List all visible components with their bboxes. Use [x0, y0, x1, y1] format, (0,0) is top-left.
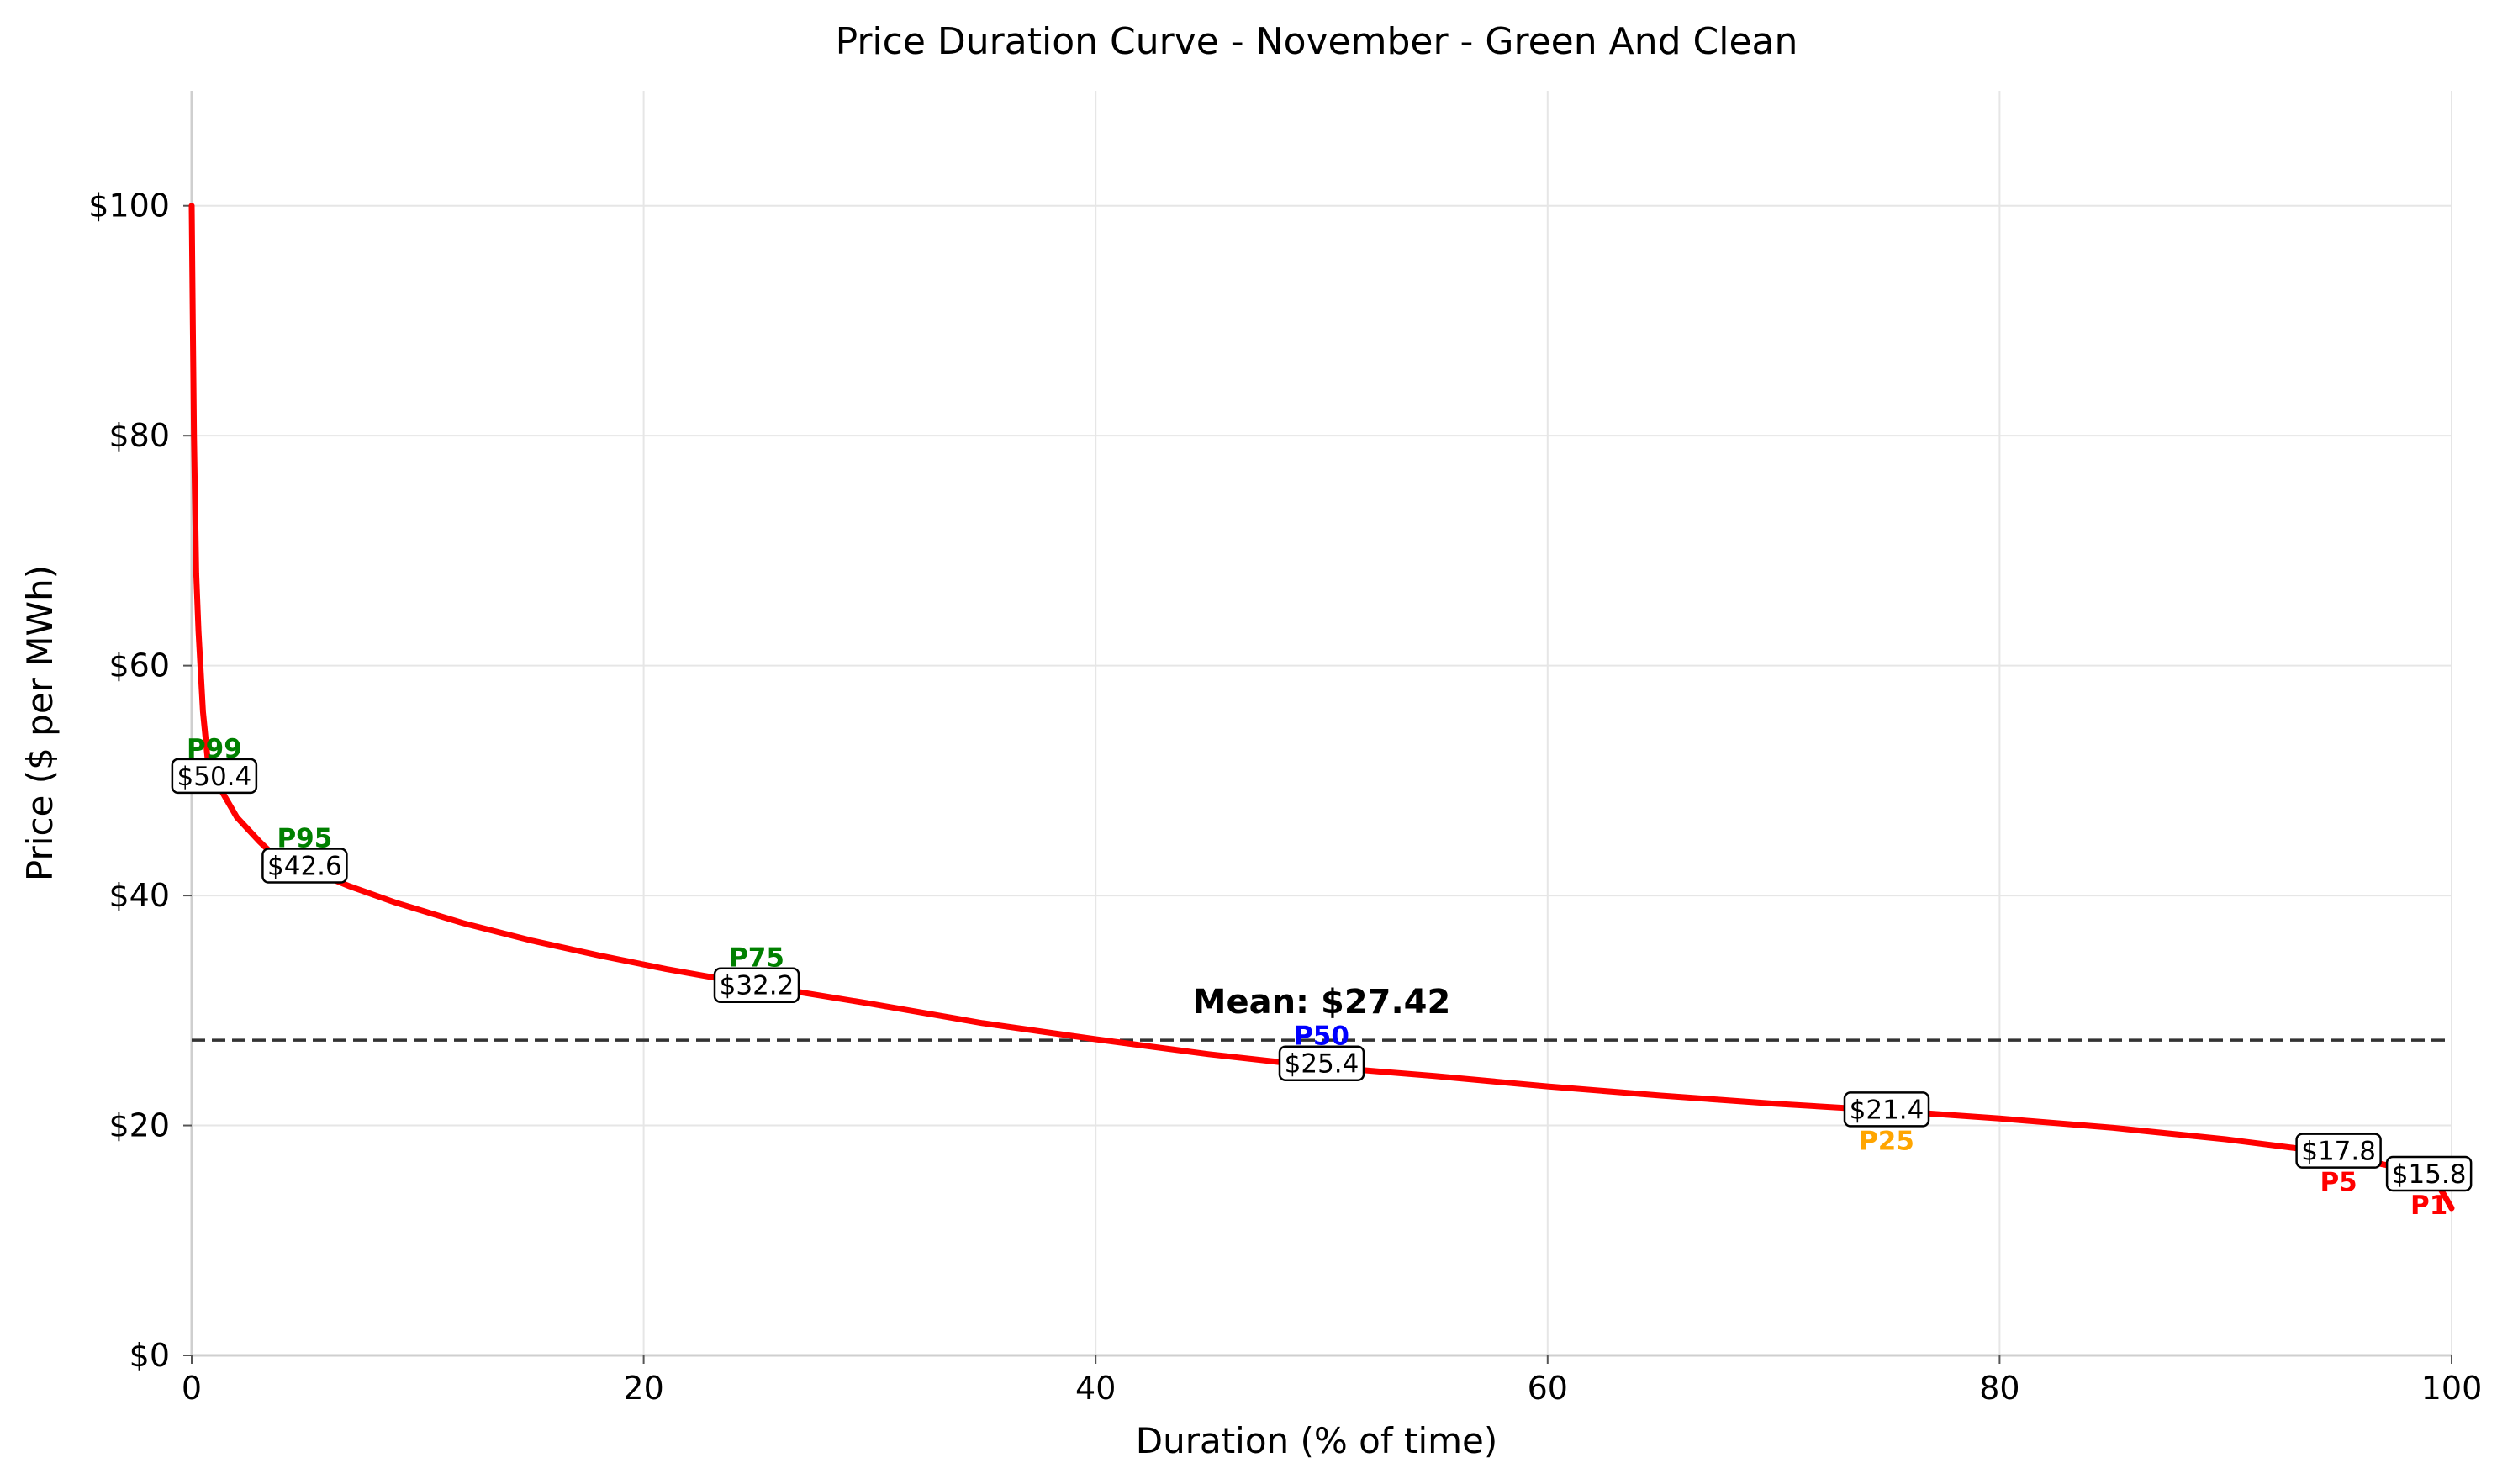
percentile-value-box	[2385, 1155, 2473, 1192]
y-axis-label: Price ($ per MWh)	[19, 565, 61, 881]
percentile-value-box	[171, 758, 258, 795]
percentile-value-box	[1278, 1045, 1365, 1081]
axes: 0 20 40 60 80 100 $0 $20 $40 $60 $80 $100	[88, 91, 2482, 1407]
y-tick-label: $80	[108, 417, 170, 454]
percentile-value-box	[2295, 1133, 2382, 1169]
percentile-name-label: P99	[187, 734, 242, 764]
percentile-value-label: $21.4	[1850, 1095, 1924, 1125]
percentile-annotation-p1: $15.8P1	[2385, 1155, 2473, 1221]
x-tick-label: 100	[2421, 1370, 2483, 1407]
percentile-annotations: $50.4P99$42.6P95$32.2P75$25.4P50$21.4P25…	[171, 734, 2473, 1221]
x-tick-label: 60	[1528, 1370, 1568, 1407]
percentile-value-box	[713, 967, 800, 1003]
x-tick-label: 40	[1075, 1370, 1116, 1407]
percentile-value-label: $17.8	[2301, 1137, 2376, 1167]
y-tick-label: $60	[108, 647, 170, 684]
percentile-name-label: P25	[1859, 1126, 1914, 1156]
y-tick-label: $20	[108, 1107, 170, 1144]
percentile-value-box	[261, 848, 348, 884]
percentile-name-label: P75	[729, 943, 784, 974]
x-tick-label: 20	[623, 1370, 663, 1407]
percentile-value-label: $32.2	[720, 971, 794, 1001]
x-tick-label: 0	[182, 1370, 202, 1407]
percentile-value-box	[1843, 1091, 1930, 1128]
percentile-annotation-p5: $17.8P5	[2295, 1133, 2382, 1198]
percentile-value-label: $15.8	[2392, 1159, 2467, 1190]
chart-title: Price Duration Curve - November - Green …	[836, 20, 1798, 63]
percentile-value-label: $25.4	[1285, 1049, 1359, 1080]
percentile-value-label: $42.6	[267, 852, 342, 882]
x-axis-label: Duration (% of time)	[1136, 1420, 1498, 1461]
y-tick-label: $0	[129, 1337, 170, 1374]
percentile-name-label: P50	[1294, 1022, 1349, 1052]
percentile-name-label: P1	[2410, 1191, 2447, 1221]
mean-label: Mean: $27.42	[1193, 983, 1451, 1022]
mean-annotation: Mean: $27.42	[192, 983, 2452, 1042]
percentile-name-label: P5	[2320, 1168, 2357, 1198]
x-tick-label: 80	[1979, 1370, 2019, 1407]
y-tick-label: $40	[108, 877, 170, 914]
grid-lines	[191, 91, 2452, 1356]
percentile-name-label: P95	[277, 824, 332, 854]
y-tick-label: $100	[88, 187, 170, 224]
percentile-value-label: $50.4	[177, 762, 252, 792]
